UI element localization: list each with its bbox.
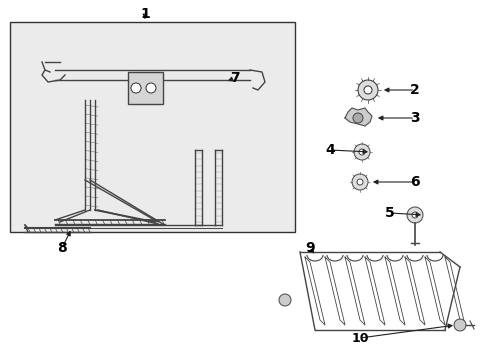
Text: 3: 3: [409, 111, 419, 125]
Bar: [10, 22, 294, 232]
Circle shape: [352, 113, 362, 123]
Circle shape: [351, 174, 367, 190]
Circle shape: [146, 83, 156, 93]
Circle shape: [358, 149, 364, 155]
Circle shape: [411, 212, 417, 218]
Circle shape: [357, 80, 377, 100]
Circle shape: [363, 86, 371, 94]
Text: 4: 4: [325, 143, 334, 157]
Text: 1: 1: [140, 7, 149, 21]
Text: 10: 10: [350, 332, 368, 345]
Text: 8: 8: [57, 241, 67, 255]
Text: 7: 7: [230, 71, 239, 85]
Circle shape: [279, 294, 290, 306]
Circle shape: [453, 319, 465, 331]
Bar: [128, 72, 163, 104]
Circle shape: [406, 207, 422, 223]
Text: 9: 9: [305, 241, 314, 255]
Circle shape: [353, 144, 369, 160]
Circle shape: [356, 179, 362, 185]
Circle shape: [131, 83, 141, 93]
Polygon shape: [345, 108, 371, 126]
Text: 2: 2: [409, 83, 419, 97]
Text: 6: 6: [409, 175, 419, 189]
Text: 5: 5: [385, 206, 394, 220]
